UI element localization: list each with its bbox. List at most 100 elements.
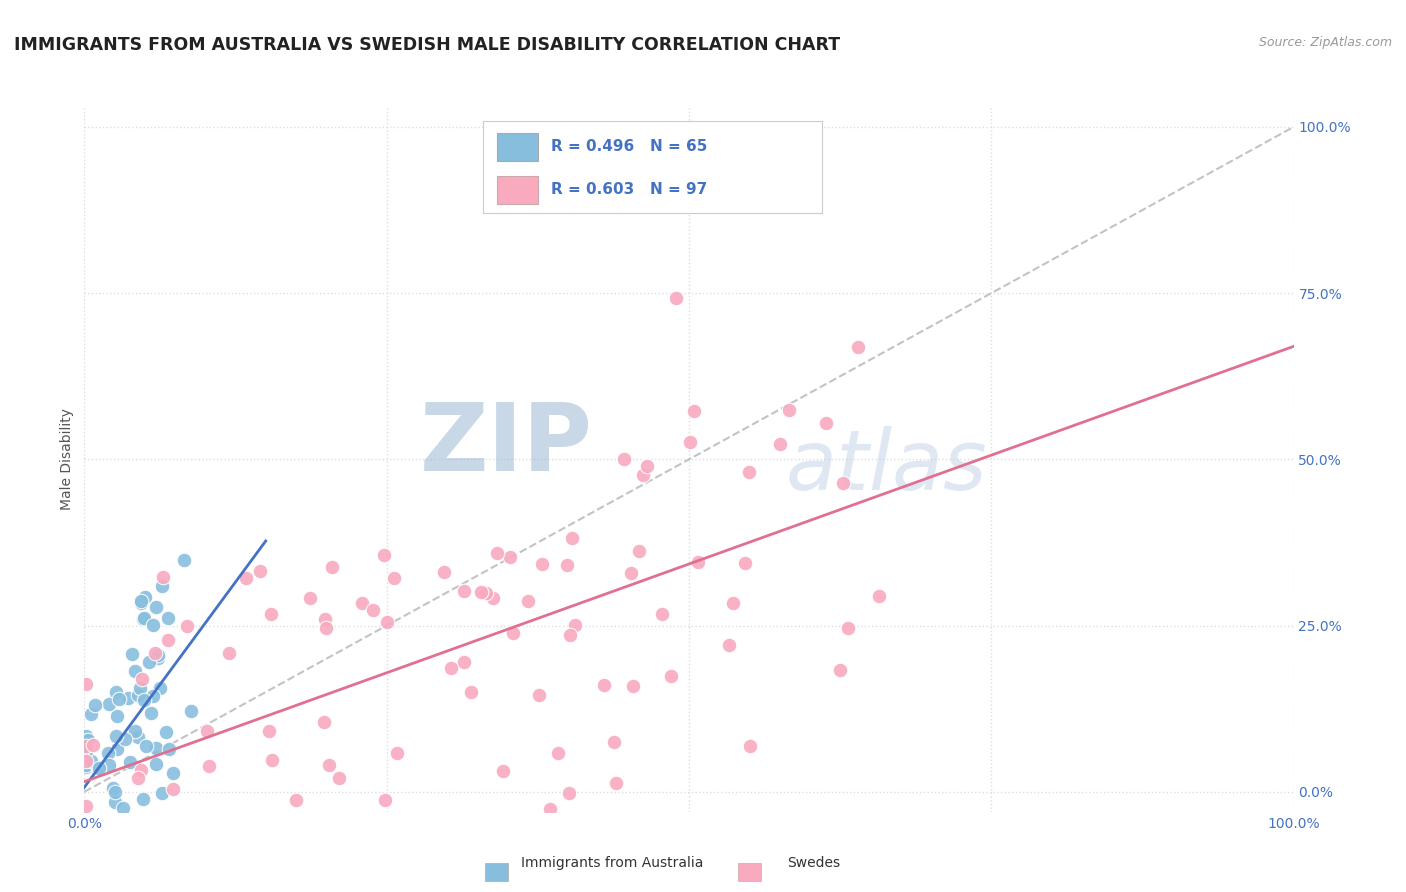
Point [86,761,108,775]
Point [440,661,463,675]
Point [75,676,97,690]
Point [502,625,524,640]
Point [162,782,184,797]
Point [139,706,162,721]
Point [321,559,343,574]
Point [778,402,800,417]
Point [150,786,173,800]
Point [131,764,153,778]
Point [605,776,627,790]
Point [75,876,97,890]
Point [868,589,890,603]
Point [665,292,688,306]
Point [683,404,706,418]
Point [470,585,492,599]
Point [433,565,456,579]
Point [628,544,651,558]
Point [146,648,169,663]
Point [105,741,128,756]
Point [837,621,859,635]
Point [75,884,97,892]
Text: Swedes: Swedes [787,855,841,870]
Point [75,811,97,825]
Point [374,793,396,807]
Point [134,591,156,605]
Point [82,739,104,753]
Point [257,723,280,738]
Point [620,566,643,580]
Point [530,557,553,571]
Point [104,729,127,743]
Point [108,692,131,706]
Point [75,739,97,753]
Point [98,758,121,772]
Point [114,732,136,747]
Point [156,610,179,624]
Point [564,618,586,632]
Point [314,611,336,625]
Point [734,556,756,570]
Point [132,792,155,806]
Point [145,741,167,756]
Point [385,747,408,761]
Point [613,451,636,466]
Point [453,655,475,669]
Point [75,729,97,743]
Point [111,801,134,815]
Point [77,733,100,747]
Point [218,646,240,660]
Text: Source: ZipAtlas.com: Source: ZipAtlas.com [1258,36,1392,49]
Point [97,747,120,761]
Point [149,681,172,695]
Point [118,755,141,769]
Point [145,600,167,615]
Point [453,584,475,599]
Point [498,550,520,565]
Point [87,761,110,775]
Point [738,465,761,479]
Point [769,437,792,451]
Point [815,416,838,430]
Point [475,585,498,599]
Point [143,646,166,660]
Point [157,742,180,756]
Point [603,735,626,749]
Point [107,847,129,861]
Point [561,531,583,545]
Point [718,638,741,652]
Text: Immigrants from Australia: Immigrants from Australia [520,855,703,870]
Point [80,707,103,722]
Point [104,785,127,799]
Point [127,688,149,702]
Point [631,468,654,483]
Point [127,771,149,785]
Point [117,690,139,705]
Point [527,689,550,703]
Point [145,757,167,772]
Point [176,618,198,632]
Point [132,693,155,707]
Point [75,799,97,814]
Point [538,802,561,816]
Point [75,829,97,843]
Point [361,603,384,617]
Point [135,739,157,753]
Point [155,725,177,739]
Point [134,611,156,625]
Point [318,758,340,772]
Point [249,564,271,578]
Point [75,825,97,839]
Point [105,709,128,723]
Point [651,607,673,621]
Point [138,655,160,669]
Point [131,820,153,834]
Point [235,571,257,585]
Point [492,764,515,779]
Point [101,830,124,845]
Point [832,476,855,491]
Point [593,677,616,691]
Point [195,723,218,738]
Point [375,615,398,629]
Point [262,753,284,767]
Point [558,628,581,642]
